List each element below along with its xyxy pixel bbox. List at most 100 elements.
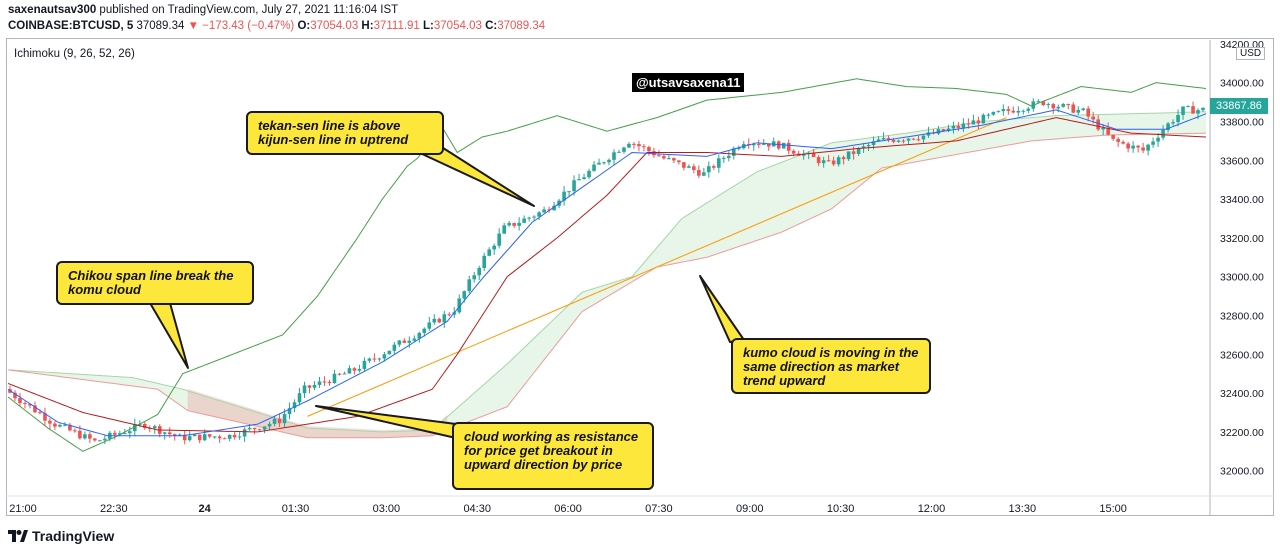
candle-body: [282, 414, 287, 424]
indicator-label[interactable]: Ichimoku (9, 26, 52, 26): [14, 48, 135, 60]
candle-body: [971, 120, 976, 125]
x-tick-label: 06:00: [554, 503, 582, 515]
tradingview-logo[interactable]: TradingView: [8, 528, 114, 544]
candle-body: [1046, 104, 1051, 106]
candle-body: [1061, 104, 1066, 107]
candle-body: [1166, 123, 1170, 130]
candle-body: [1056, 106, 1061, 109]
kumo-bearish-fill: [187, 388, 448, 438]
low-label: L:: [423, 20, 434, 32]
candle-body: [632, 143, 636, 145]
candle-body: [1066, 104, 1071, 106]
tenkan-sen-line: [7, 109, 1207, 437]
candle-body: [587, 170, 591, 178]
candle-body: [886, 138, 891, 140]
candle-body: [502, 225, 506, 234]
candle-body: [532, 216, 536, 218]
candle-body: [861, 146, 866, 149]
candle-body: [881, 138, 886, 140]
x-tick-label: 07:30: [645, 503, 673, 515]
chart-frame: [6, 38, 1274, 516]
candle-body: [492, 245, 496, 250]
candle-body: [831, 160, 836, 165]
chikou-annotation[interactable]: Chikou span line break the komu cloud: [56, 261, 254, 305]
tekan-annotation[interactable]: tekan-sen line is above kijun-sen line i…: [246, 111, 444, 155]
x-tick-label: 12:00: [918, 503, 946, 515]
candle-body: [132, 424, 137, 432]
candle-body: [617, 151, 621, 153]
kumo-annotation[interactable]: kumo cloud is moving in the same directi…: [731, 338, 931, 394]
candle-body: [851, 151, 856, 154]
candle-body: [382, 354, 387, 359]
candle-body: [602, 162, 606, 164]
candle-body: [1181, 106, 1185, 115]
candle-body: [113, 432, 117, 435]
kumo-callout-pointer: [699, 275, 745, 343]
cloud-resistance-annotation[interactable]: cloud working as resistance for price ge…: [452, 422, 654, 490]
candle-body: [1096, 119, 1100, 130]
candle-body: [961, 123, 966, 128]
candle-body: [781, 142, 786, 149]
candle-body: [1121, 141, 1125, 144]
candle-body: [98, 440, 102, 442]
candle-body: [412, 338, 417, 341]
candle-body: [482, 255, 487, 268]
candle-body: [622, 147, 626, 152]
ohlc-legend: COINBASE:BTCUSD, 5 37089.34 ▼ −173.43 (−…: [8, 20, 545, 32]
candle-body: [991, 111, 996, 115]
candle-body: [1081, 108, 1086, 110]
candle-body: [941, 129, 946, 132]
candle-body: [856, 148, 861, 154]
candle-body: [1021, 110, 1026, 112]
candle-body: [542, 209, 546, 213]
candle-body: [477, 267, 482, 276]
candle-body: [402, 340, 407, 343]
candle-body: [417, 332, 422, 339]
candle-body: [527, 217, 531, 219]
open-value: 37054.03: [310, 20, 359, 32]
candle-body: [692, 166, 696, 171]
candle-body: [48, 420, 52, 424]
candle-body: [722, 158, 726, 160]
candle-body: [152, 426, 157, 429]
currency-label: USD: [1236, 47, 1266, 60]
candle-body: [871, 141, 876, 146]
candle-body: [277, 418, 282, 424]
candle-body: [267, 423, 272, 427]
candle-body: [717, 158, 721, 168]
candle-body: [1116, 138, 1120, 142]
candle-body: [207, 434, 212, 437]
candle-body: [1101, 127, 1105, 130]
candle-body: [901, 140, 906, 142]
candle-body: [302, 385, 307, 394]
candle-body: [38, 412, 42, 414]
x-tick-label: 24: [199, 503, 212, 515]
candle-body: [23, 402, 27, 404]
candle-body: [1201, 107, 1205, 111]
close-value: 37089.34: [497, 20, 546, 32]
candle-body: [212, 436, 217, 438]
candle-body: [736, 148, 741, 150]
candle-body: [252, 427, 257, 430]
candle-body: [766, 143, 771, 147]
y-tick-label: 32400.00: [1220, 388, 1264, 400]
candle-body: [627, 143, 631, 148]
candle-body: [826, 160, 831, 162]
candle-body: [1106, 127, 1110, 135]
candle-body: [712, 166, 716, 168]
candle-body: [387, 350, 392, 355]
candle-body: [1146, 144, 1150, 151]
candle-body: [1041, 101, 1046, 106]
candle-body: [582, 177, 586, 180]
brand-name: TradingView: [32, 528, 115, 544]
candle-body: [562, 191, 566, 201]
candle-body: [976, 120, 981, 124]
candle-body: [896, 140, 901, 142]
symbol-label: COINBASE:BTCUSD, 5: [8, 20, 134, 32]
candle-body: [1016, 110, 1021, 113]
candle-body: [667, 158, 671, 160]
candle-body: [786, 142, 791, 151]
candle-body: [497, 233, 501, 246]
candle-body: [227, 434, 232, 439]
